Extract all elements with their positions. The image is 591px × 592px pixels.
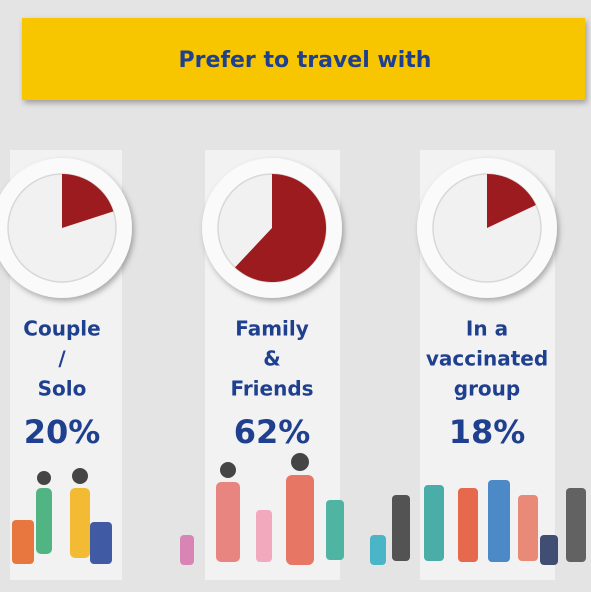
value-label: 62% [234,413,311,451]
child [326,500,344,560]
suitcase [370,535,386,565]
person-body [36,488,52,554]
category-label: In a [466,317,508,341]
value-label: 20% [24,413,101,451]
category-label: Couple [23,317,100,341]
person-body [518,495,538,561]
person-head [291,453,309,471]
person-body [424,485,444,561]
category-label: Solo [38,377,87,401]
person-body [458,488,478,562]
person-head [220,462,236,478]
person-body [488,480,510,562]
category-label: / [58,347,66,371]
category-label: & [263,347,280,371]
person-body [566,488,586,562]
suitcase [90,522,112,564]
person-body [286,475,314,565]
person-body [392,495,410,561]
title: Prefer to travel with [179,48,432,73]
person-body [216,482,240,562]
category-label: group [454,377,520,401]
category-label: vaccinated [426,347,548,371]
child [256,510,272,562]
category-label: Family [235,317,309,341]
category-label: Friends [230,377,313,401]
infographic: Prefer to travel with 20% Couple / Solo 62% F… [0,0,591,592]
suitcase [180,535,194,565]
value-label: 18% [449,413,526,451]
person-head [72,468,88,484]
person-body [70,488,90,558]
person-head [37,471,51,485]
suitcase [540,535,558,565]
suitcase [12,520,34,564]
